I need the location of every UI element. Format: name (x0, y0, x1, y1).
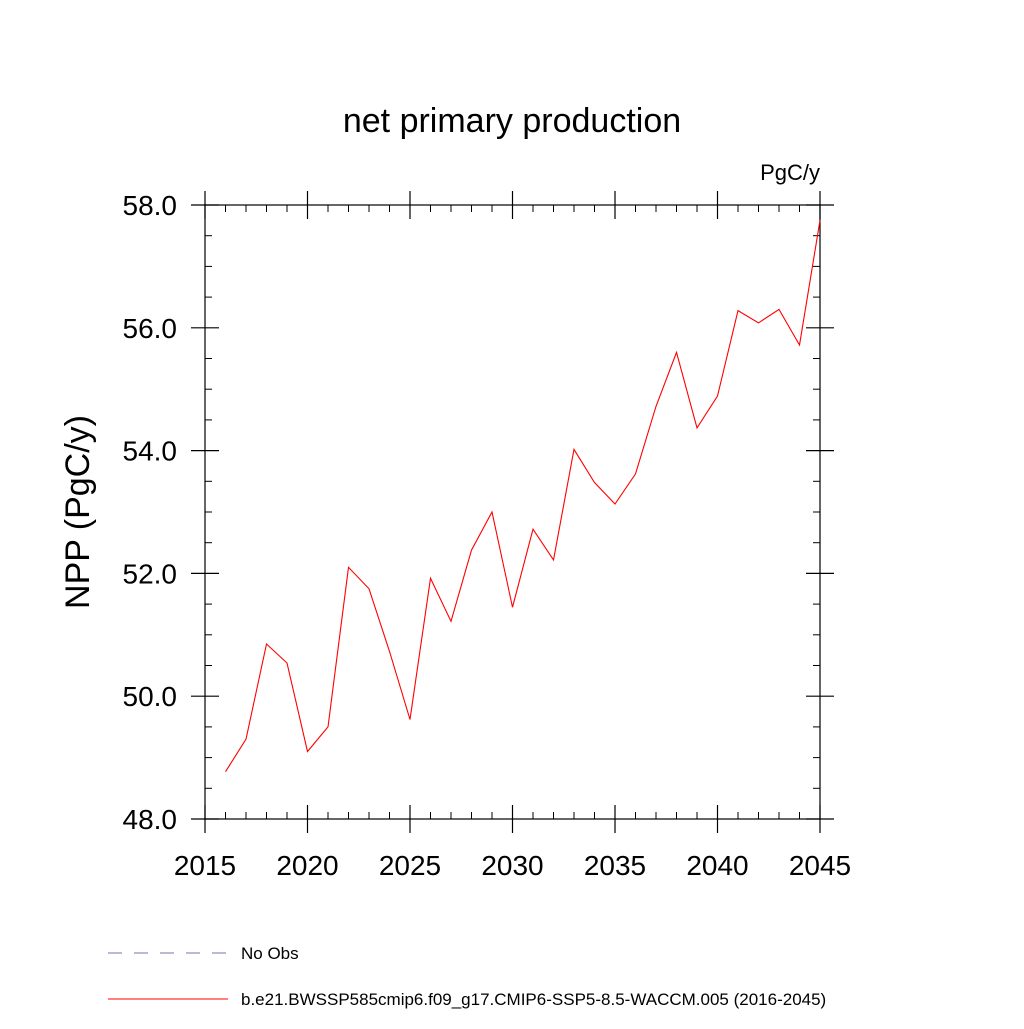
legend-label: No Obs (241, 944, 299, 963)
series-line (225, 220, 821, 772)
y-tick-label: 54.0 (123, 436, 178, 467)
axes-layer: 2015 2020 2025 2030 2035 2040 2045 48.0 50.0 52.0… (123, 190, 852, 881)
y-tick-label: 56.0 (123, 313, 178, 344)
series-layer (225, 220, 821, 772)
x-tick-label: 2040 (686, 850, 748, 881)
y-tick-label: 52.0 (123, 558, 178, 589)
chart-title: net primary production (343, 102, 681, 140)
legend-label: b.e21.BWSSP585cmip6.f09_g17.CMIP6-SSP5-8… (241, 990, 826, 1009)
x-tick-label: 2025 (379, 850, 441, 881)
x-tick-label: 2035 (584, 850, 646, 881)
x-tick-label: 2045 (789, 850, 851, 881)
legend: No Obs b.e21.BWSSP585cmip6.f09_g17.CMIP6-… (108, 944, 826, 1009)
y-tick-label: 58.0 (123, 190, 178, 221)
x-tick-label: 2020 (276, 850, 338, 881)
x-tick-label: 2015 (174, 850, 236, 881)
x-tick-label: 2030 (481, 850, 543, 881)
y-tick-label: 48.0 (123, 804, 178, 835)
units-label: PgC/y (760, 160, 820, 185)
y-tick-label: 50.0 (123, 681, 178, 712)
y-axis-label: NPP (PgC/y) (59, 415, 97, 609)
plot-frame (204, 204, 821, 820)
